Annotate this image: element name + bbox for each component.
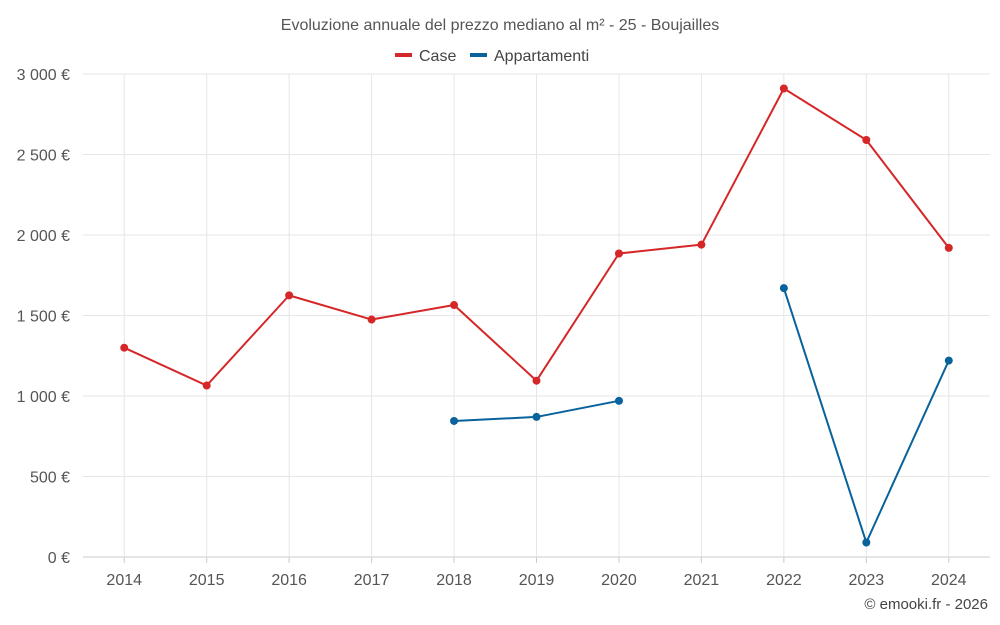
data-point-case[interactable] <box>285 291 294 300</box>
data-point-case[interactable] <box>202 381 211 390</box>
y-tick-label: 2 500 € <box>17 148 70 165</box>
y-tick-label: 3 000 € <box>17 67 70 84</box>
data-point-case[interactable] <box>614 249 623 258</box>
data-point-appartamenti[interactable] <box>450 416 459 425</box>
chart-title: Evoluzione annuale del prezzo mediano al… <box>281 17 719 34</box>
x-axis-ticks: 2014 2015 2016 2017 2018 2019 2020 2021 2022 2023… <box>106 557 967 589</box>
credit-text: © emooki.fr - 2026 <box>864 596 988 613</box>
y-tick-label: 1 500 € <box>17 309 70 326</box>
legend[interactable]: Case Appartamenti <box>395 48 589 65</box>
data-point-appartamenti[interactable] <box>532 412 541 421</box>
x-tick-label: 2014 <box>106 572 142 589</box>
data-point-case[interactable] <box>944 243 953 252</box>
data-point-appartamenti[interactable] <box>779 284 788 293</box>
data-point-case[interactable] <box>367 315 376 324</box>
data-point-case[interactable] <box>532 376 541 385</box>
y-tick-label: 1 000 € <box>17 389 70 406</box>
series-group <box>120 84 953 547</box>
series-case <box>120 84 953 390</box>
x-tick-label: 2018 <box>436 572 472 589</box>
x-tick-label: 2023 <box>849 572 885 589</box>
data-point-case[interactable] <box>450 301 459 310</box>
data-point-case[interactable] <box>697 240 706 249</box>
x-tick-label: 2024 <box>931 572 967 589</box>
data-point-appartamenti[interactable] <box>944 356 953 365</box>
data-point-case[interactable] <box>120 343 129 352</box>
data-point-appartamenti[interactable] <box>614 396 623 405</box>
legend-label-case: Case <box>419 48 456 65</box>
y-tick-label: 0 € <box>48 550 70 567</box>
data-point-case[interactable] <box>862 136 871 145</box>
y-tick-label: 2 000 € <box>17 228 70 245</box>
legend-item-appartamenti[interactable]: Appartamenti <box>470 48 589 65</box>
x-tick-label: 2015 <box>189 572 225 589</box>
x-tick-label: 2016 <box>271 572 307 589</box>
x-tick-label: 2022 <box>766 572 802 589</box>
x-tick-label: 2020 <box>601 572 637 589</box>
y-axis-ticks: 0 € 500 € 1 000 € 1 500 € 2 000 € 2 500 € 3 00… <box>17 67 70 567</box>
data-point-appartamenti[interactable] <box>862 538 871 547</box>
x-tick-label: 2019 <box>519 572 555 589</box>
x-tick-label: 2017 <box>354 572 390 589</box>
legend-item-case[interactable]: Case <box>395 48 456 65</box>
series-appartamenti <box>450 284 953 547</box>
data-point-case[interactable] <box>779 84 788 93</box>
x-tick-label: 2021 <box>684 572 720 589</box>
y-tick-label: 500 € <box>30 470 70 487</box>
legend-label-appartamenti: Appartamenti <box>494 48 589 65</box>
x-gridlines <box>123 74 950 557</box>
